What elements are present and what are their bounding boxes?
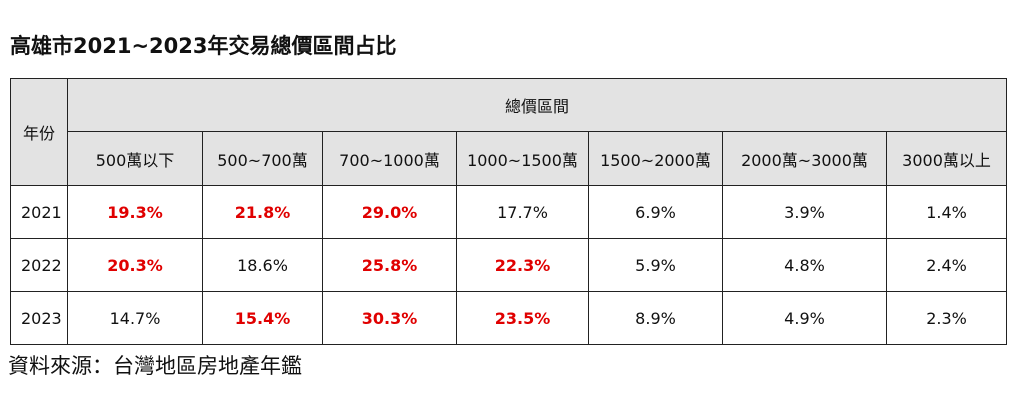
column-header: 1500~2000萬 (588, 131, 723, 186)
value-cell: 1.4% (885, 185, 1008, 239)
group-header: 總價區間 (66, 78, 1008, 132)
column-header: 1000~1500萬 (456, 131, 589, 186)
value-cell: 2.4% (885, 238, 1008, 292)
value-cell: 23.5% (456, 291, 589, 345)
value-cell: 2.3% (885, 291, 1008, 345)
value-cell: 18.6% (202, 238, 323, 292)
year-cell: 2021 (10, 185, 68, 239)
value-cell: 29.0% (322, 185, 457, 239)
table-row: 2022 20.3% 18.6% 25.8% 22.3% 5.9% 4.8% 2.4% (10, 238, 1008, 292)
value-cell: 4.8% (722, 238, 887, 292)
column-header: 500~700萬 (202, 131, 323, 186)
value-cell: 21.8% (202, 185, 323, 239)
source: 資料來源：台灣地區房地產年鑑 (8, 354, 302, 378)
value-cell: 17.7% (456, 185, 589, 239)
value-cell: 15.4% (202, 291, 323, 345)
column-header: 700~1000萬 (322, 131, 457, 186)
value-cell: 3.9% (722, 185, 887, 239)
table-row: 2023 14.7% 15.4% 30.3% 23.5% 8.9% 4.9% 2.3% (10, 291, 1008, 345)
value-cell: 22.3% (456, 238, 589, 292)
year-header: 年份 (10, 78, 68, 186)
column-header: 2000萬~3000萬 (722, 131, 887, 186)
value-cell: 30.3% (322, 291, 457, 345)
table-row: 2021 19.3% 21.8% 29.0% 17.7% 6.9% 3.9% 1.4% (10, 185, 1008, 239)
title: 高雄市2021~2023年交易總價區間占比 (10, 34, 397, 58)
value-cell: 5.9% (588, 238, 723, 292)
value-cell: 4.9% (722, 291, 887, 345)
value-cell: 20.3% (67, 238, 203, 292)
value-cell: 14.7% (67, 291, 203, 345)
year-cell: 2022 (10, 238, 68, 292)
value-cell: 6.9% (588, 185, 723, 239)
year-cell: 2023 (10, 291, 68, 345)
value-cell: 25.8% (322, 238, 457, 292)
price-table: 年份 總價區間 500萬以下 500~700萬 700~1000萬 1000~1500… (10, 78, 1008, 345)
column-header: 3000萬以上 (885, 131, 1008, 186)
column-header: 500萬以下 (67, 131, 203, 186)
value-cell: 8.9% (588, 291, 723, 345)
value-cell: 19.3% (67, 185, 203, 239)
